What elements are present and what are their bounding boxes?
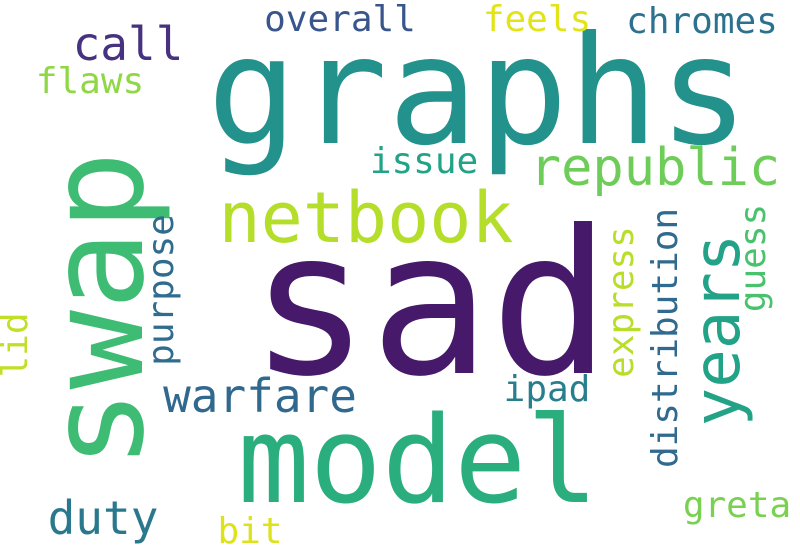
word-graphs: graphs bbox=[207, 5, 749, 179]
word-sad: sad bbox=[249, 188, 611, 421]
word-duty: duty bbox=[47, 491, 159, 545]
word-republic: republic bbox=[529, 138, 781, 198]
word-model: model bbox=[237, 392, 599, 531]
word-distribution: distribution bbox=[645, 207, 686, 469]
word-ipad: ipad bbox=[503, 369, 591, 410]
word-bit: bit bbox=[217, 511, 283, 552]
word-call: call bbox=[72, 17, 184, 71]
word-chromes: chromes bbox=[626, 1, 778, 42]
word-overall: overall bbox=[264, 0, 416, 40]
word-issue: issue bbox=[369, 141, 479, 182]
word-greta: greta bbox=[682, 485, 792, 526]
word-lid: lid bbox=[0, 312, 36, 378]
word-guess: guess bbox=[733, 203, 774, 313]
word-feels: feels bbox=[482, 0, 592, 40]
word-warfare: warfare bbox=[163, 369, 357, 423]
word-flaws: flaws bbox=[35, 61, 145, 102]
word-netbook: netbook bbox=[218, 177, 514, 259]
word-purpose: purpose bbox=[141, 214, 182, 366]
word-express: express bbox=[601, 226, 642, 378]
